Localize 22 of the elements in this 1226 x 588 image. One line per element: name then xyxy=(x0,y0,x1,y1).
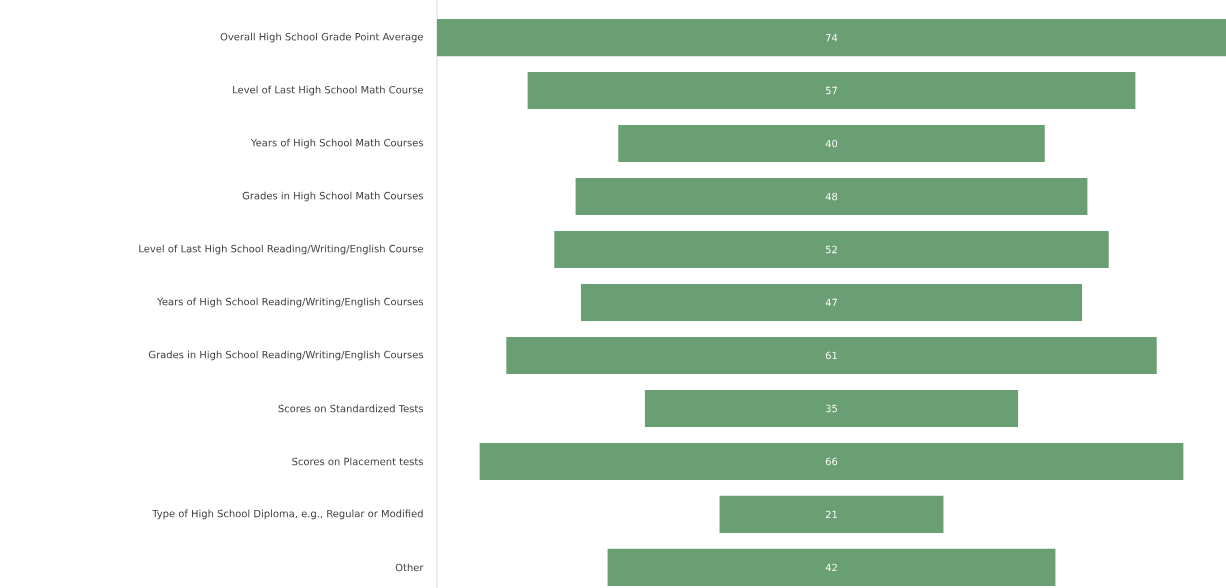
category-label: Grades in High School Reading/Writing/English Courses xyxy=(148,350,424,361)
data-label: 42 xyxy=(825,563,837,572)
category-label: Grades in High School Math Courses xyxy=(242,191,424,202)
category-label: Scores on Standardized Tests xyxy=(278,404,424,413)
data-label: 57 xyxy=(825,86,837,95)
category-label: Overall High School Grade Point Average xyxy=(220,32,423,43)
data-label: 52 xyxy=(825,245,837,254)
data-label: 48 xyxy=(825,192,838,201)
category-label: Years of High School Reading/Writing/English Courses xyxy=(157,297,424,308)
category-label: Level of Last High School Math Course xyxy=(233,85,423,96)
data-label: 35 xyxy=(825,404,837,413)
category-label: Scores on Placement tests xyxy=(292,457,423,466)
category-label: Level of Last High School Reading/Writing/English Course xyxy=(139,244,423,255)
category-label: Type of High School Diploma, e.g., Regular or Modified xyxy=(152,509,423,520)
category-label: Years of High School Math Courses xyxy=(250,138,424,149)
category-label: Other xyxy=(395,563,424,572)
data-label: 47 xyxy=(825,298,837,307)
data-label: 66 xyxy=(825,457,838,466)
data-label: 21 xyxy=(825,510,837,519)
data-label: 40 xyxy=(825,139,838,148)
data-label: 61 xyxy=(825,351,837,360)
data-label: 74 xyxy=(825,33,838,42)
